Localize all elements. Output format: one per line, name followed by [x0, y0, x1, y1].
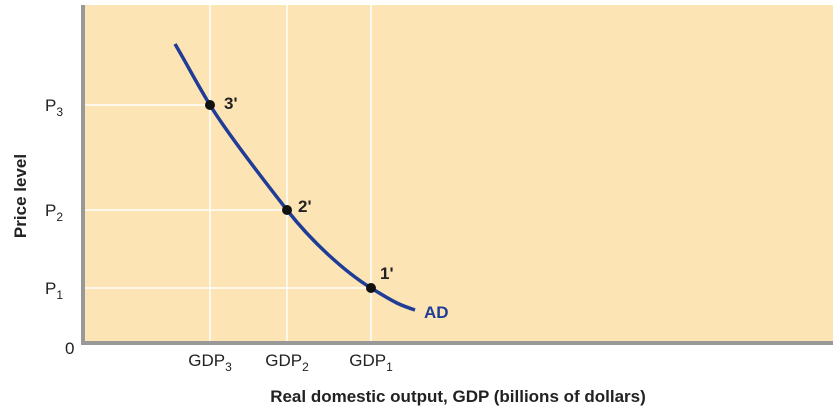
base: GDP — [349, 351, 386, 370]
base: GDP — [265, 351, 302, 370]
sub: 2 — [56, 210, 63, 224]
x-axis-title: Real domestic output, GDP (billions of d… — [270, 387, 646, 406]
sub: 1 — [56, 288, 63, 302]
point — [205, 100, 215, 110]
y-tick-label: P3 — [45, 96, 63, 119]
y-tick-label: P2 — [45, 201, 63, 224]
x-tick-label: GDP3 — [188, 351, 232, 374]
guides — [83, 5, 372, 343]
base: P — [45, 96, 56, 115]
point-label: 2' — [298, 197, 312, 216]
base: P — [45, 279, 56, 298]
x-tick-label: GDP2 — [265, 351, 309, 374]
x-tick-label: GDP1 — [349, 351, 393, 374]
y-axis-title: Price level — [11, 154, 30, 238]
base: P — [45, 201, 56, 220]
sub: 3 — [56, 105, 63, 119]
point — [366, 283, 376, 293]
sub: 2 — [302, 360, 309, 374]
origin-label: 0 — [65, 339, 74, 358]
sub: 3 — [225, 360, 232, 374]
point-label: 1' — [380, 264, 394, 283]
base: GDP — [188, 351, 225, 370]
point — [282, 205, 292, 215]
plot-area — [83, 5, 833, 343]
sub: 1 — [386, 360, 393, 374]
y-tick-label: P1 — [45, 279, 63, 302]
curve-label: AD — [424, 303, 449, 322]
point-label: 3' — [224, 94, 238, 113]
